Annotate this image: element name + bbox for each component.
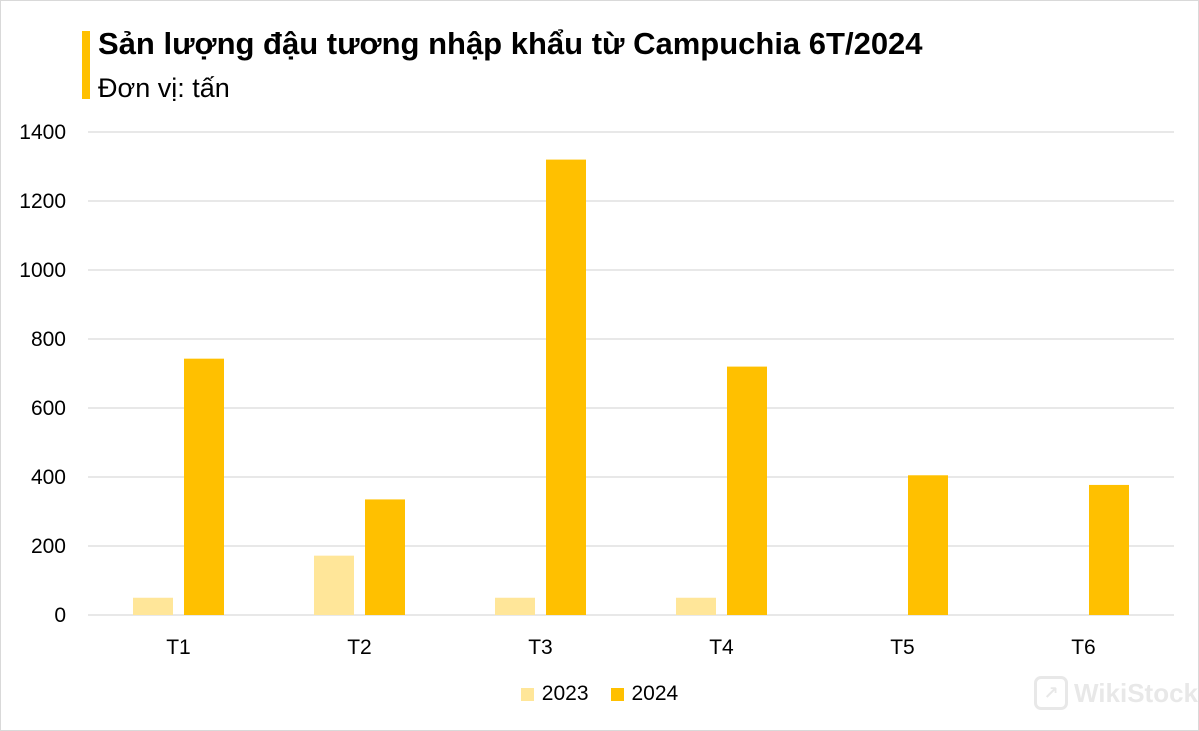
- watermark: ↗ WikiStock: [1034, 676, 1198, 710]
- bar-2023-T2: [314, 555, 354, 615]
- legend: 2023 2024: [0, 682, 1199, 706]
- y-tick-label-400: 400: [31, 466, 66, 489]
- bar-2023-T4: [676, 597, 716, 615]
- y-tick-label-1400: 1400: [19, 121, 66, 144]
- x-tick-label-T2: T2: [347, 636, 372, 659]
- bar-2024-T3: [546, 159, 586, 615]
- x-tick-label-T6: T6: [1071, 636, 1096, 659]
- y-tick-label-1200: 1200: [19, 190, 66, 213]
- chart-subtitle: Đơn vị: tấn: [98, 73, 230, 103]
- x-tick-label-T1: T1: [166, 636, 191, 659]
- x-tick-label-T3: T3: [528, 636, 553, 659]
- gridlines: [88, 131, 1174, 616]
- bar-2024-T2: [365, 499, 405, 615]
- title-accent-bar: [82, 31, 90, 99]
- y-tick-label-0: 0: [54, 604, 66, 627]
- legend-label-2024: 2024: [631, 682, 679, 705]
- y-tick-label-800: 800: [31, 328, 66, 351]
- y-axis-tick-labels: 0 200 400 600 800 1000 1200 1400: [19, 121, 66, 627]
- bars: [133, 159, 1129, 615]
- chart-title: Sản lượng đậu tương nhập khẩu từ Campuch…: [98, 26, 923, 61]
- legend-label-2023: 2023: [541, 682, 589, 705]
- legend-item-2023[interactable]: 2023: [520, 682, 589, 706]
- x-axis-tick-labels: T1 T2 T3 T4 T5 T6: [166, 636, 1096, 659]
- legend-swatch-2023: [520, 687, 534, 701]
- wikistock-logo-icon: ↗: [1034, 676, 1068, 710]
- y-tick-label-200: 200: [31, 535, 66, 558]
- bar-2024-T1: [184, 358, 224, 615]
- watermark-text: WikiStock: [1074, 677, 1199, 708]
- y-tick-label-600: 600: [31, 397, 66, 420]
- legend-item-2024[interactable]: 2024: [610, 682, 679, 706]
- bar-2024-T5: [908, 475, 948, 615]
- x-tick-label-T4: T4: [709, 636, 734, 659]
- bar-2023-T1: [133, 597, 173, 615]
- x-tick-label-T5: T5: [890, 636, 915, 659]
- bar-2024-T6: [1089, 484, 1129, 615]
- bar-2023-T3: [495, 597, 535, 615]
- y-tick-label-1000: 1000: [19, 259, 66, 282]
- legend-swatch-2024: [610, 687, 624, 701]
- bar-2024-T4: [727, 366, 767, 615]
